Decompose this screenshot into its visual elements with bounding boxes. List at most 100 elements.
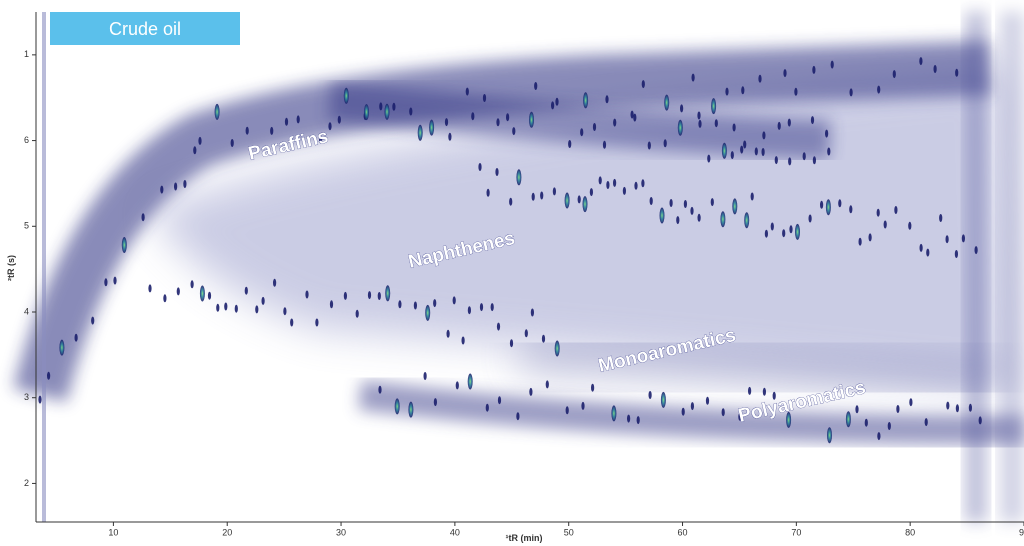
peak [540, 192, 543, 200]
peak [884, 221, 887, 229]
peak [215, 104, 220, 120]
peak [955, 250, 958, 258]
peak [495, 168, 498, 176]
peak [425, 305, 430, 321]
peak [809, 215, 812, 223]
peak [529, 112, 534, 128]
peak [315, 319, 318, 327]
peak [794, 88, 797, 96]
peak [462, 337, 465, 345]
peak [751, 193, 754, 201]
peak [392, 103, 395, 111]
peak [208, 292, 211, 300]
peak [956, 404, 959, 412]
peak [330, 300, 333, 308]
peak [877, 86, 880, 94]
peak [698, 214, 701, 222]
peak [722, 408, 725, 416]
peak [758, 75, 761, 83]
peak [711, 98, 716, 114]
peak [448, 133, 451, 141]
peak [934, 65, 937, 73]
peak [827, 427, 832, 443]
x-tick-label: 60 [678, 527, 688, 537]
peak [962, 234, 965, 242]
peak [678, 120, 683, 136]
peak [831, 61, 834, 69]
peak [888, 422, 891, 430]
peak [148, 284, 151, 292]
peak [297, 115, 300, 123]
peak [216, 304, 219, 312]
peak [795, 224, 800, 240]
peak [246, 127, 249, 135]
x-tick-label: 20 [222, 527, 232, 537]
peak [676, 216, 679, 224]
peak [245, 287, 248, 295]
peak [235, 305, 238, 313]
peak [697, 112, 700, 120]
peak [606, 181, 609, 189]
y-tick-label: 2 [24, 478, 29, 488]
chart-title: Crude oil [109, 19, 181, 39]
peak [637, 416, 640, 424]
peak [498, 396, 501, 404]
peak [684, 200, 687, 208]
peak [510, 339, 513, 347]
peak [788, 119, 791, 127]
peak [47, 372, 50, 380]
peak [385, 285, 390, 301]
peak [725, 88, 728, 96]
peak [926, 249, 929, 257]
peak [613, 119, 616, 127]
peak [593, 123, 596, 131]
peak [364, 104, 369, 120]
peak [603, 141, 606, 149]
peak [555, 341, 560, 357]
peak [650, 197, 653, 205]
peak [590, 188, 593, 196]
peak [408, 402, 413, 418]
y-tick-label: 4 [24, 306, 29, 316]
peak [525, 329, 528, 337]
peak [682, 408, 685, 416]
peak [661, 392, 666, 408]
peak [255, 305, 258, 313]
peak [642, 80, 645, 88]
peak [599, 176, 602, 184]
peak [707, 155, 710, 163]
peak [468, 374, 473, 390]
peak [395, 398, 400, 414]
peak [224, 303, 227, 311]
peak [850, 88, 853, 96]
peak [434, 398, 437, 406]
y-axis-label: ²tR (s) [6, 255, 16, 281]
peak [813, 156, 816, 164]
peak [509, 198, 512, 206]
plot-background [40, 12, 1024, 522]
peak [583, 196, 588, 212]
peak [163, 294, 166, 302]
peak [920, 244, 923, 252]
peak [546, 380, 549, 388]
peak [122, 237, 127, 253]
peak [925, 418, 928, 426]
peak [896, 405, 899, 413]
y-tick-label: 3 [24, 392, 29, 402]
peak [969, 404, 972, 412]
peak [979, 416, 982, 424]
x-tick-label: 80 [905, 527, 915, 537]
peak [783, 69, 786, 77]
peak [743, 141, 746, 149]
peak [711, 198, 714, 206]
peak [748, 387, 751, 395]
peak [468, 306, 471, 314]
peak [755, 147, 758, 155]
peak [691, 402, 694, 410]
peak [722, 143, 727, 159]
peak [177, 287, 180, 295]
peak [429, 120, 434, 136]
peak [733, 124, 736, 132]
peak [894, 206, 897, 214]
peak [680, 104, 683, 112]
